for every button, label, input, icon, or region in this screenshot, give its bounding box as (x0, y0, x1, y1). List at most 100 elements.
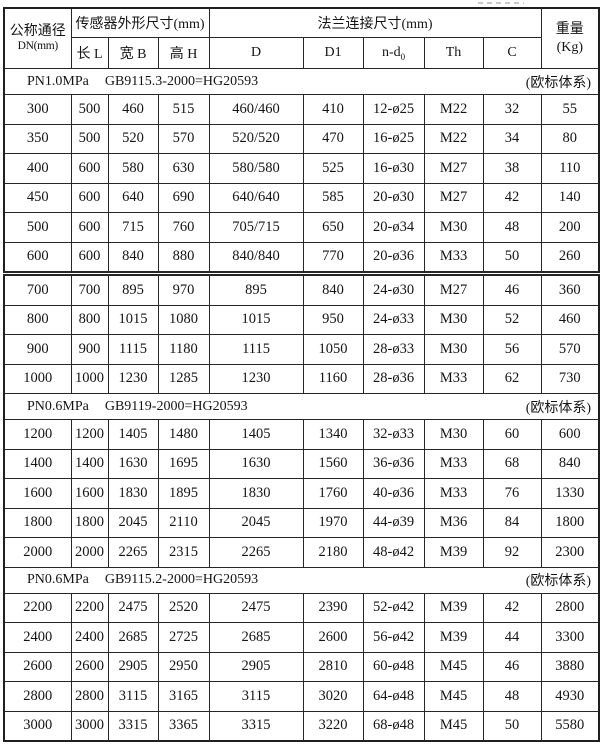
cell-d1: 2180 (302, 537, 364, 568)
section-row-0: PN1.0MPa GB9115.3-2000=HG20593 (欧标体系) (3, 68, 600, 95)
cell-height-h: 630 (157, 153, 210, 184)
cell-weight: 3300 (540, 622, 600, 653)
cell-length-l: 2600 (70, 651, 109, 682)
cell-width-b: 1630 (107, 448, 159, 479)
subheader-d1: D1 (302, 37, 364, 69)
cell-d: 520/520 (208, 123, 304, 154)
cell-d: 580/580 (208, 153, 304, 184)
cell-length-l: 1600 (70, 478, 109, 509)
cell-d: 2475 (208, 592, 304, 623)
section-row-1: PN0.6MPa GB9119-2000=HG20593 (欧标体系) (3, 393, 600, 420)
cell-th: M30 (423, 304, 484, 335)
cell-length-l: 2200 (70, 592, 109, 623)
cell-dn: 300 (3, 94, 72, 125)
cell-th: M30 (423, 419, 484, 450)
cell-d1: 1340 (302, 419, 364, 450)
cell-height-h: 2725 (157, 622, 210, 653)
cell-width-b: 2265 (107, 537, 159, 568)
cell-width-b: 460 (107, 94, 159, 125)
cell-d: 460/460 (208, 94, 304, 125)
table-row: 300 500 460 515 460/460 410 12-ø25 M22 32 55 (3, 94, 600, 125)
cell-length-l: 3000 (70, 710, 109, 742)
table-row: 350 500 520 570 520/520 470 16-ø25 M22 34 80 (3, 123, 600, 154)
table-row: 700 700 895 970 895 840 24-ø30 M27 46 360 (3, 271, 600, 306)
cell-n-d0: 28-ø33 (362, 334, 425, 365)
table-row: 500 600 715 760 705/715 650 20-ø34 M30 48 200 (3, 212, 600, 243)
cell-n-d0: 16-ø25 (362, 123, 425, 154)
cell-dn: 2000 (3, 537, 72, 568)
cell-c: 76 (482, 478, 542, 509)
cell-d1: 525 (302, 153, 364, 184)
cell-width-b: 1115 (107, 334, 159, 365)
cell-height-h: 1080 (157, 304, 210, 335)
header-weight: 重量 (Kg) (540, 7, 600, 69)
table-row: 1400 1400 1630 1695 1630 1560 36-ø36 M33 68 840 (3, 448, 600, 479)
subheader-c: C (482, 37, 542, 69)
header-nominal-diameter: 公称通径 DN(mm) (3, 7, 72, 69)
cell-width-b: 715 (107, 212, 159, 243)
cell-d: 3115 (208, 681, 304, 712)
cell-d: 2265 (208, 537, 304, 568)
table-row: 900 900 1115 1180 1115 1050 28-ø33 M30 56 570 (3, 334, 600, 365)
cell-d1: 1970 (302, 507, 364, 538)
cell-d: 840/840 (208, 241, 304, 274)
section-header: PN1.0MPa GB9115.3-2000=HG20593 (欧标体系) (3, 68, 600, 95)
subheader-d: D (208, 37, 304, 69)
cell-weight: 3880 (540, 651, 600, 682)
cell-height-h: 1285 (157, 363, 210, 394)
cell-c: 92 (482, 537, 542, 568)
cell-width-b: 580 (107, 153, 159, 184)
header-flange-dimensions-group: 法兰连接尺寸(mm) (208, 7, 542, 38)
cell-dn: 400 (3, 153, 72, 184)
cell-n-d0: 56-ø42 (362, 622, 425, 653)
header-weight-title: 重量 (555, 22, 584, 37)
cell-weight: 80 (540, 123, 600, 154)
cell-dn: 1800 (3, 507, 72, 538)
cell-th: M45 (423, 651, 484, 682)
cell-c: 38 (482, 153, 542, 184)
cell-d1: 1160 (302, 363, 364, 394)
cell-c: 34 (482, 123, 542, 154)
table-header: 公称通径 DN(mm) 传感器外形尺寸(mm) 法兰连接尺寸(mm) 重量 (K… (3, 7, 600, 69)
cell-width-b: 3315 (107, 710, 159, 742)
cell-height-h: 2950 (157, 651, 210, 682)
cell-th: M39 (423, 592, 484, 623)
cell-c: 46 (482, 651, 542, 682)
cell-c: 42 (482, 182, 542, 213)
cell-d: 2045 (208, 507, 304, 538)
cell-length-l: 600 (70, 241, 109, 274)
cell-d: 2685 (208, 622, 304, 653)
section-header: PN0.6MPa GB9119-2000=HG20593 (欧标体系) (3, 393, 600, 420)
cell-th: M27 (423, 271, 484, 306)
cell-c: 60 (482, 419, 542, 450)
cell-height-h: 1480 (157, 419, 210, 450)
section-pressure-rating: PN0.6MPa (27, 398, 89, 414)
cell-d: 640/640 (208, 182, 304, 213)
cell-th: M33 (423, 448, 484, 479)
cell-weight: 1800 (540, 507, 600, 538)
cell-weight: 1330 (540, 478, 600, 509)
cell-d1: 2600 (302, 622, 364, 653)
cell-n-d0: 12-ø25 (362, 94, 425, 125)
cell-length-l: 1000 (70, 363, 109, 394)
cell-length-l: 2800 (70, 681, 109, 712)
section-note: (欧标体系) (525, 574, 592, 589)
cell-n-d0: 24-ø30 (362, 271, 425, 306)
cell-dn: 1000 (3, 363, 72, 394)
cell-th: M33 (423, 478, 484, 509)
cell-length-l: 2400 (70, 622, 109, 653)
section-pressure-rating: PN1.0MPa (27, 73, 89, 89)
cell-d1: 470 (302, 123, 364, 154)
cell-dn: 2600 (3, 651, 72, 682)
header-sensor-dimensions-group: 传感器外形尺寸(mm) (70, 7, 210, 38)
cell-th: M27 (423, 182, 484, 213)
cell-d: 1230 (208, 363, 304, 394)
cell-length-l: 900 (70, 334, 109, 365)
cell-dn: 3000 (3, 710, 72, 742)
cell-width-b: 2905 (107, 651, 159, 682)
cell-d: 705/715 (208, 212, 304, 243)
cell-d1: 2810 (302, 651, 364, 682)
header-weight-unit: (Kg) (556, 39, 584, 55)
